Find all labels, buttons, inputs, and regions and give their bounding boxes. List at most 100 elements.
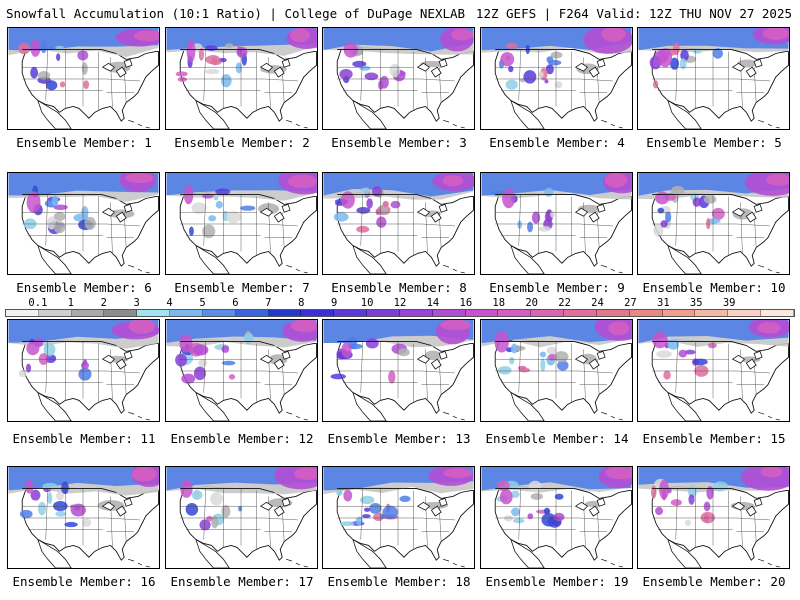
state-border [518,341,521,393]
ensemble-member-label: Ensemble Member: 18 [327,574,471,589]
ensemble-member-label: Ensemble Member: 19 [485,574,629,589]
mexico-outline [352,244,387,274]
snow-blob [510,507,521,517]
ensemble-map-panel [7,319,160,422]
caribbean-islands [601,264,623,274]
snow-blob [554,493,564,500]
canada-border [22,194,117,199]
snowfall-map [481,173,632,274]
ensemble-map-panel [637,466,790,569]
snow-blob [202,224,216,239]
heavy-snow-core [442,175,464,187]
heavy-snow-core [760,467,783,478]
snow-blob [243,333,254,343]
colorbar-tick-label: 8 [298,297,305,309]
state-border [421,78,455,82]
us-outline [651,192,789,267]
heavy-snow-core [293,467,317,480]
snow-blob [512,518,525,524]
canada-border [652,194,747,199]
canada-border [337,341,432,346]
ensemble-map-panel [480,172,633,275]
great-lakes [574,58,606,78]
snow-blob [42,482,58,490]
colorbar-swatch [728,310,762,316]
state-border [45,49,48,101]
caribbean-islands [758,411,780,421]
snow-blob [369,503,382,514]
great-lakes [259,350,291,370]
state-border [675,49,678,101]
snow-blob [198,359,208,367]
caribbean-islands [443,264,465,274]
canada-snow-blue [323,28,474,52]
canada-snow-blue [481,467,632,491]
mexico-outline [352,538,387,568]
page-title: Snowfall Accumulation (10:1 Ratio) | Col… [6,6,466,21]
canada-border [495,488,590,493]
mexico-outline [510,244,545,274]
mexico-outline [195,538,230,568]
state-border [360,194,363,246]
colorbar-tick-label: 16 [459,297,473,309]
snow-blob [355,516,363,526]
snow-blob [45,354,57,364]
snow-blob [221,505,231,518]
heavy-snow-core [131,467,157,482]
snow-blob [510,490,520,498]
colorbar-swatch [399,310,433,316]
state-border [736,78,770,82]
us-outline [179,192,317,267]
snow-blob [55,510,67,517]
snow-blob [518,367,531,373]
colorbar-tick-label: 27 [624,297,637,309]
state-border [675,341,678,393]
lake-effect-snow [424,350,442,361]
snow-blob [80,361,90,370]
snow-blob [508,65,514,73]
colorbar-swatch [38,310,72,316]
snow-blob [43,342,56,357]
ensemble-map-panel [165,27,318,130]
snow-blob [650,485,657,499]
colorbar-tick-label: 2 [100,297,107,309]
colorbar-tick-label: 1 [67,297,74,309]
snow-blob [56,491,64,501]
snow-blob [37,71,51,80]
snow-blob [348,343,363,350]
colorbar-swatch [564,310,597,316]
colorbar-swatch [531,310,565,316]
lake-effect-snow [739,356,761,363]
snow-blob [523,70,537,84]
great-lakes [731,58,763,78]
state-border [675,488,678,540]
great-lakes [101,350,133,370]
snow-blob [382,201,389,208]
state-border [579,517,613,521]
heavy-snow-core [605,467,632,480]
snow-blob [47,492,53,505]
colorbar-tick-label: 10 [360,297,374,309]
snow-blob [544,79,549,84]
heavy-snow-core [601,28,626,42]
ensemble-member-label: Ensemble Member: 8 [331,280,467,295]
snowfall-map [481,467,632,568]
snow-blob [81,206,89,219]
caribbean-islands [758,119,780,129]
snow-blob [530,493,544,500]
ensemble-map-panel [7,466,160,569]
canada-border [495,341,590,346]
snow-blob [672,42,680,56]
snow-blob [206,516,213,522]
mexico-outline [37,538,72,568]
us-outline [336,192,474,267]
snow-blob [19,509,33,519]
heavy-snow-core [290,320,317,333]
colorbar-swatch [137,310,171,316]
snow-blob [687,484,697,498]
colorbar-swatch [235,310,269,316]
colorbar-swatch [662,310,696,316]
snow-blob [18,369,27,378]
colorbar-swatch [761,310,794,316]
northwest-snow [659,479,669,500]
